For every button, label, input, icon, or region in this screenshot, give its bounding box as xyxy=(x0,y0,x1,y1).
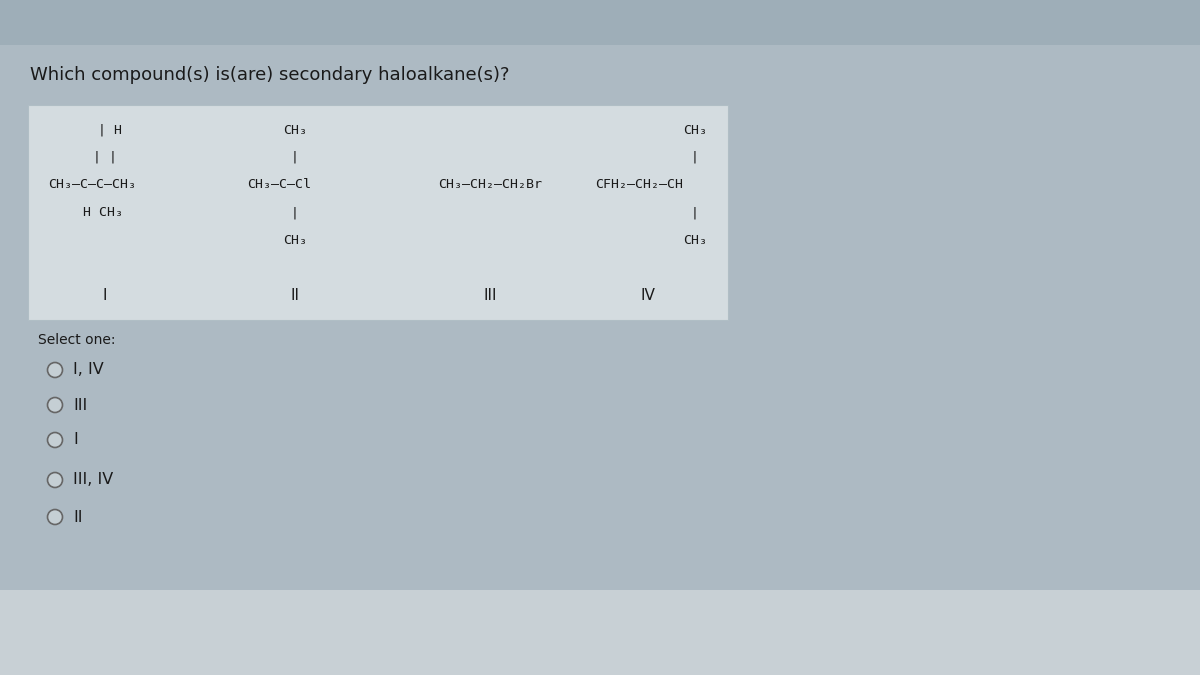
Circle shape xyxy=(48,472,62,487)
Circle shape xyxy=(48,398,62,412)
Text: Select one:: Select one: xyxy=(38,333,115,347)
Text: III: III xyxy=(484,288,497,302)
Bar xyxy=(0,0,1200,45)
Text: CH₃: CH₃ xyxy=(683,124,707,136)
Text: II: II xyxy=(290,288,300,302)
Text: III, IV: III, IV xyxy=(73,472,113,487)
Text: | H: | H xyxy=(98,124,122,136)
Text: |: | xyxy=(691,207,698,219)
Text: |: | xyxy=(292,207,299,219)
Text: CH₃: CH₃ xyxy=(283,124,307,136)
Bar xyxy=(0,590,1200,675)
Text: CH₃: CH₃ xyxy=(683,234,707,248)
Text: I: I xyxy=(73,433,78,448)
Text: CH₃–C–C–CH₃: CH₃–C–C–CH₃ xyxy=(48,178,136,192)
Text: | |: | | xyxy=(94,151,118,163)
Text: CH₃–C–Cl: CH₃–C–Cl xyxy=(247,178,311,192)
Bar xyxy=(0,45,1200,590)
Text: CFH₂–CH₂–CH: CFH₂–CH₂–CH xyxy=(595,178,683,192)
Text: II: II xyxy=(73,510,83,524)
Text: H CH₃: H CH₃ xyxy=(83,207,124,219)
Text: I, IV: I, IV xyxy=(73,362,103,377)
Text: CH₃–CH₂–CH₂Br: CH₃–CH₂–CH₂Br xyxy=(438,178,542,192)
Text: I: I xyxy=(103,288,107,302)
Text: |: | xyxy=(691,151,698,163)
Text: Which compound(s) is(are) secondary haloalkane(s)?: Which compound(s) is(are) secondary halo… xyxy=(30,66,510,84)
Circle shape xyxy=(48,362,62,377)
Text: III: III xyxy=(73,398,88,412)
Text: |: | xyxy=(292,151,299,163)
Circle shape xyxy=(48,433,62,448)
Text: CH₃: CH₃ xyxy=(283,234,307,248)
Text: IV: IV xyxy=(641,288,655,302)
FancyBboxPatch shape xyxy=(28,105,728,320)
Circle shape xyxy=(48,510,62,524)
